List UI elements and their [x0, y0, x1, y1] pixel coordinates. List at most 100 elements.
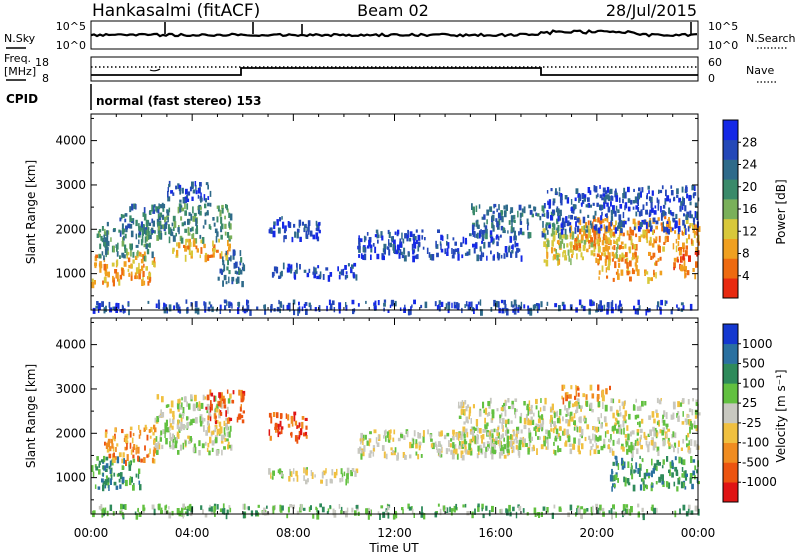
power-cell [440, 248, 444, 253]
power-cell [359, 238, 363, 243]
velocity-cell [118, 452, 122, 458]
velocity-cell [499, 414, 502, 421]
power-cell [552, 201, 555, 206]
power-cell [167, 190, 169, 198]
power-cell [104, 228, 106, 236]
power-cell [142, 271, 145, 277]
power-cell [232, 254, 235, 260]
velocity-cell [500, 407, 504, 411]
power-cell [172, 226, 175, 231]
power-cell [121, 268, 124, 275]
velocity-cell [438, 451, 441, 458]
power-cell [147, 281, 150, 286]
power-cell [584, 222, 588, 229]
freq-tick-bottom: 8 [42, 72, 49, 85]
power-cell [151, 229, 155, 233]
power-cell [353, 262, 357, 267]
velocity-cell [688, 420, 691, 424]
power-cell [403, 255, 407, 262]
velocity-cell [440, 444, 443, 452]
power-cell [590, 223, 593, 229]
power-cell [243, 308, 247, 314]
velocity-cell [193, 394, 197, 402]
power-cell [176, 242, 178, 247]
velocity-region [91, 455, 142, 492]
velocity-cell [449, 506, 451, 513]
power-cell [417, 245, 420, 252]
power-cell [199, 210, 202, 216]
velocity-cell [112, 511, 115, 516]
power-cell [98, 229, 102, 233]
power-cell [657, 199, 660, 204]
power-cell [631, 229, 635, 236]
power-cell [485, 232, 488, 240]
power-cell [648, 220, 652, 228]
power-cell [598, 237, 601, 243]
freq-panel-frame [90, 56, 699, 82]
power-cell [624, 258, 627, 264]
velocity-cell [598, 509, 601, 514]
velocity-cell [555, 428, 559, 434]
velocity-cell [511, 434, 514, 441]
velocity-cell [164, 510, 168, 514]
power-cell [144, 236, 147, 243]
velocity-cell [218, 409, 220, 415]
velocity-cell [105, 475, 108, 479]
power-cell [313, 266, 315, 274]
velocity-cell [553, 449, 555, 454]
power-cell [329, 272, 333, 277]
power-cell [140, 258, 144, 264]
velocity-cell [640, 444, 643, 450]
velocity-ytick-label: 4000 [55, 338, 86, 352]
power-cell [340, 269, 344, 276]
velocity-cell [135, 444, 138, 449]
velocity-cell [671, 444, 673, 448]
power-cell [651, 190, 654, 196]
velocity-cell [658, 420, 660, 427]
power-cell [172, 249, 174, 254]
power-cell [202, 225, 205, 229]
velocity-cell [687, 446, 690, 453]
velocity-cell [377, 511, 380, 516]
velocity-cell [409, 441, 412, 449]
velocity-cell [526, 405, 529, 411]
power-cell [181, 222, 185, 227]
velocity-cell [614, 422, 617, 426]
power-cell [606, 275, 609, 279]
velocity-colorbar-tick-label: -25 [742, 416, 762, 430]
power-region [96, 221, 156, 262]
power-cell [657, 202, 660, 209]
power-cell [199, 254, 201, 259]
velocity-cell [496, 408, 499, 412]
power-cell [187, 232, 191, 236]
velocity-cell [679, 402, 683, 407]
power-cell [219, 209, 222, 217]
power-cell [691, 223, 694, 230]
velocity-cell [489, 397, 492, 404]
power-cell [599, 300, 602, 307]
power-cell [691, 185, 695, 191]
power-cell [572, 249, 574, 255]
power-cell [608, 253, 611, 261]
velocity-cell [125, 459, 127, 466]
power-cell [374, 300, 377, 308]
power-cell [279, 308, 281, 314]
power-cell [99, 264, 103, 269]
power-cell [382, 248, 386, 253]
power-cell [505, 204, 508, 211]
power-cell [220, 269, 223, 275]
velocity-cell [662, 441, 666, 447]
velocity-cell [558, 433, 560, 438]
power-cell [646, 195, 648, 200]
power-cell [498, 204, 500, 211]
power-cell [153, 263, 156, 268]
power-cell [551, 247, 554, 254]
power-cell [636, 269, 640, 276]
velocity-cell [651, 411, 655, 418]
power-cell [122, 237, 124, 243]
power-cell [237, 307, 240, 315]
velocity-cell [668, 442, 671, 447]
power-cell [499, 234, 502, 238]
power-cell [649, 277, 652, 281]
velocity-cell [225, 513, 228, 520]
